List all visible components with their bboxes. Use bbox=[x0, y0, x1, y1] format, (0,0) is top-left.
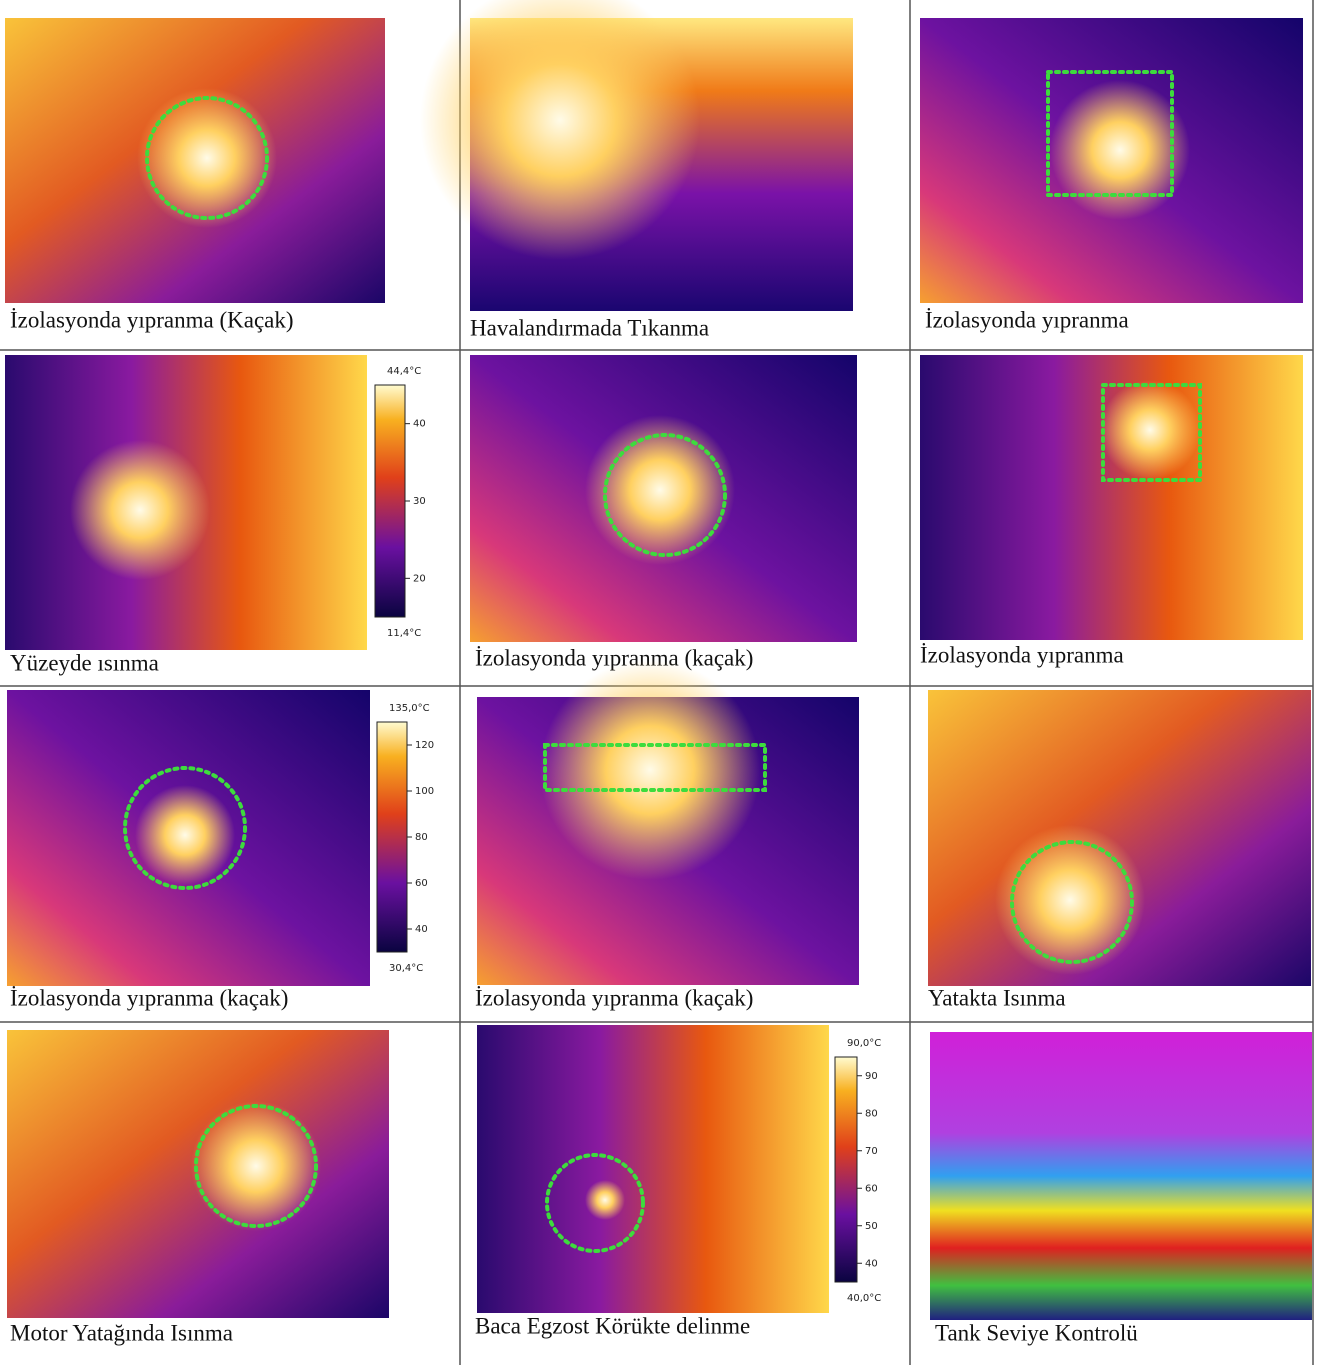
caption: İzolasyonda yıpranma bbox=[925, 307, 1129, 332]
scale-max: 90,0°C bbox=[847, 1038, 881, 1049]
thermal-image bbox=[477, 1025, 829, 1313]
scale-tick-label: 20 bbox=[413, 573, 426, 584]
scale-tick-label: 40 bbox=[413, 419, 426, 430]
hot-spot bbox=[191, 1101, 321, 1231]
caption: Tank Seviye Kontrolü bbox=[935, 1320, 1138, 1345]
hot-spot bbox=[1050, 80, 1190, 220]
scale-tick-label: 70 bbox=[865, 1146, 878, 1157]
hot-spot bbox=[137, 88, 277, 228]
page: İzolasyonda yıpranma (Kaçak) Havalandırma… bbox=[0, 0, 1325, 1369]
scale-tick-label: 50 bbox=[865, 1221, 878, 1232]
hot-spot bbox=[70, 440, 210, 580]
scale-tick-label: 40 bbox=[415, 924, 428, 935]
color-bar bbox=[377, 722, 407, 952]
scale-tick-label: 30 bbox=[413, 496, 426, 507]
scale-tick-label: 120 bbox=[415, 740, 434, 751]
caption: Motor Yatağında Isınma bbox=[10, 1320, 233, 1345]
thermal-image bbox=[7, 1030, 389, 1318]
thermal-image bbox=[420, 0, 853, 311]
hot-spot bbox=[995, 825, 1145, 975]
caption: Yüzeyde ısınma bbox=[10, 650, 159, 675]
scale-tick-label: 100 bbox=[415, 786, 434, 797]
scale-max: 44,4°C bbox=[387, 366, 421, 377]
thermal-image bbox=[5, 355, 367, 650]
caption: İzolasyonda yıpranma (kaçak) bbox=[10, 985, 288, 1010]
scale-min: 30,4°C bbox=[389, 963, 423, 974]
thermal-image bbox=[470, 355, 857, 642]
hot-spot bbox=[585, 1180, 625, 1220]
scale-tick-label: 60 bbox=[865, 1183, 878, 1194]
scale-min: 40,0°C bbox=[847, 1293, 881, 1304]
color-bar bbox=[375, 385, 405, 617]
scale-tick-label: 60 bbox=[415, 878, 428, 889]
color-bar bbox=[835, 1057, 857, 1282]
caption: Havalandırmada Tıkanma bbox=[470, 315, 709, 340]
image-fill bbox=[930, 1032, 1312, 1320]
scale-tick-label: 40 bbox=[865, 1258, 878, 1269]
caption: Baca Egzost Körükte delinme bbox=[475, 1313, 750, 1338]
thermal-image bbox=[920, 355, 1303, 640]
scale-tick-label: 80 bbox=[415, 832, 428, 843]
scale-min: 11,4°C bbox=[387, 628, 421, 639]
thermal-image bbox=[5, 18, 385, 303]
thermal-image bbox=[920, 18, 1303, 303]
thermal-image bbox=[477, 660, 859, 985]
hot-spot bbox=[540, 660, 760, 880]
caption: İzolasyonda yıpranma (kaçak) bbox=[475, 985, 753, 1010]
image-fill bbox=[477, 1025, 829, 1313]
hot-spot bbox=[585, 415, 735, 565]
thermal-image bbox=[7, 690, 370, 986]
hot-spot bbox=[1100, 380, 1200, 480]
scale-tick-label: 80 bbox=[865, 1108, 878, 1119]
caption: İzolasyonda yıpranma bbox=[920, 642, 1124, 667]
scale-tick-label: 90 bbox=[865, 1071, 878, 1082]
hot-spot bbox=[135, 785, 235, 885]
caption: Yatakta Isınma bbox=[928, 985, 1066, 1010]
scale-max: 135,0°C bbox=[389, 703, 430, 714]
thermal-image bbox=[928, 690, 1311, 986]
thermal-image bbox=[930, 1032, 1312, 1320]
caption: İzolasyonda yıpranma (Kaçak) bbox=[10, 307, 294, 332]
image-fill bbox=[920, 355, 1303, 640]
